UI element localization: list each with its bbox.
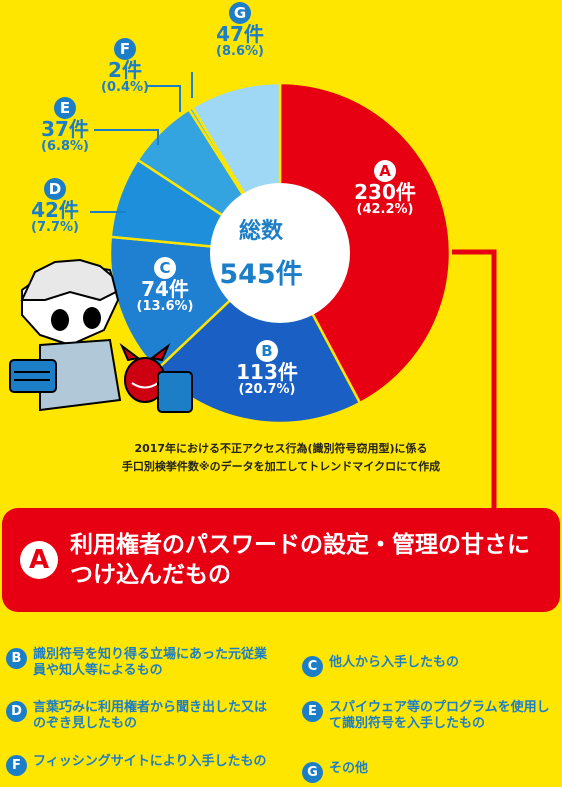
legend-item-g: G その他 bbox=[302, 761, 557, 783]
slice-count-a: 230件 bbox=[354, 180, 416, 204]
slice-a bbox=[278, 81, 452, 405]
legend-text-e: スパイウェア等のプログラムを使用して識別符号を入手したもの bbox=[329, 700, 550, 731]
slice-pct-g: (8.6%) bbox=[216, 44, 264, 59]
total-value: 545件 bbox=[219, 259, 303, 290]
legend-item-e: E スパイウェア等のプログラムを使用して識別符号を入手したもの bbox=[302, 700, 560, 732]
slice-badge-g: G bbox=[229, 2, 251, 24]
legend-text-f: フィッシングサイトにより入手したもの bbox=[33, 754, 267, 769]
slice-badge-a: A bbox=[374, 160, 396, 182]
slice-label-d: D 42件 (7.7%) bbox=[10, 178, 100, 235]
slice-pct-c: (13.6%) bbox=[136, 299, 194, 314]
legend-item-d: D 言葉巧みに利用権者から聞き出した又はのぞき見したもの bbox=[6, 700, 276, 732]
slice-count-e: 37件 bbox=[41, 117, 89, 141]
slice-badge-c: C bbox=[154, 257, 176, 279]
source-note-line1: 2017年における不正アクセス行為(識別符号窃用型)に係る bbox=[134, 442, 428, 455]
slice-badge-e: E bbox=[54, 97, 76, 119]
slice-pct-a: (42.2%) bbox=[356, 202, 414, 217]
slice-label-b: B 113件 (20.7%) bbox=[222, 340, 312, 397]
total-title: 総数 bbox=[238, 219, 283, 244]
legend-item-c: C 他人から入手したもの bbox=[302, 655, 557, 677]
leader-line-a bbox=[452, 249, 497, 508]
legend-badge-f: F bbox=[6, 755, 27, 776]
slice-badge-f: F bbox=[114, 38, 136, 60]
legend-badge-g: G bbox=[302, 762, 323, 783]
slice-pct-d: (7.7%) bbox=[31, 220, 79, 235]
source-note-line2: 手口別検挙件数※のデータを加工してトレンドマイクロにて作成 bbox=[121, 460, 441, 473]
slice-count-d: 42件 bbox=[31, 198, 79, 222]
highlight-badge: A bbox=[20, 541, 58, 579]
legend-badge-b: B bbox=[6, 648, 27, 669]
slice-count-g: 47件 bbox=[216, 22, 264, 46]
slice-pct-b: (20.7%) bbox=[238, 382, 296, 397]
slice-label-e: E 37件 (6.8%) bbox=[20, 97, 110, 154]
slice-pct-e: (6.8%) bbox=[41, 139, 89, 154]
legend-badge-e: E bbox=[302, 701, 323, 722]
slice-count-c: 74件 bbox=[141, 277, 189, 301]
leader-line-e bbox=[94, 129, 159, 145]
legend-item-f: F フィッシングサイトにより入手したもの bbox=[6, 754, 276, 776]
legend-text-c: 他人から入手したもの bbox=[329, 655, 460, 670]
character-illustration bbox=[9, 258, 122, 412]
slice-pct-f: (0.4%) bbox=[101, 80, 149, 95]
legend-text-b: 識別符号を知り得る立場にあった元従業員や知人等によるもの bbox=[33, 647, 268, 678]
legend-item-b: B 識別符号を知り得る立場にあった元従業員や知人等によるもの bbox=[6, 647, 276, 679]
slice-count-f: 2件 bbox=[108, 58, 142, 82]
highlight-text: 利用権者のパスワードの設定・管理の甘さにつけ込んだもの bbox=[70, 532, 530, 588]
donut-hole bbox=[210, 183, 350, 323]
legend-badge-c: C bbox=[302, 656, 323, 677]
source-note: 2017年における不正アクセス行為(識別符号窃用型)に係る 手口別検挙件数※のデ… bbox=[0, 440, 562, 476]
legend-text-g: その他 bbox=[329, 761, 369, 776]
slice-badge-d: D bbox=[44, 178, 66, 200]
slice-label-a: A 230件 (42.2%) bbox=[340, 160, 430, 217]
slice-count-b: 113件 bbox=[236, 360, 298, 384]
leader-line-f bbox=[147, 85, 181, 112]
legend-text-d: 言葉巧みに利用権者から聞き出した又はのぞき見したもの bbox=[33, 700, 268, 731]
slice-label-g: G 47件 (8.6%) bbox=[195, 2, 285, 59]
legend-badge-d: D bbox=[6, 701, 27, 722]
highlight-panel: A 利用権者のパスワードの設定・管理の甘さにつけ込んだもの bbox=[2, 508, 560, 612]
slice-label-f: F 2件 (0.4%) bbox=[80, 38, 170, 95]
slice-badge-b: B bbox=[256, 340, 278, 362]
devil-illustration bbox=[119, 342, 193, 413]
slice-label-c: C 74件 (13.6%) bbox=[120, 257, 210, 314]
